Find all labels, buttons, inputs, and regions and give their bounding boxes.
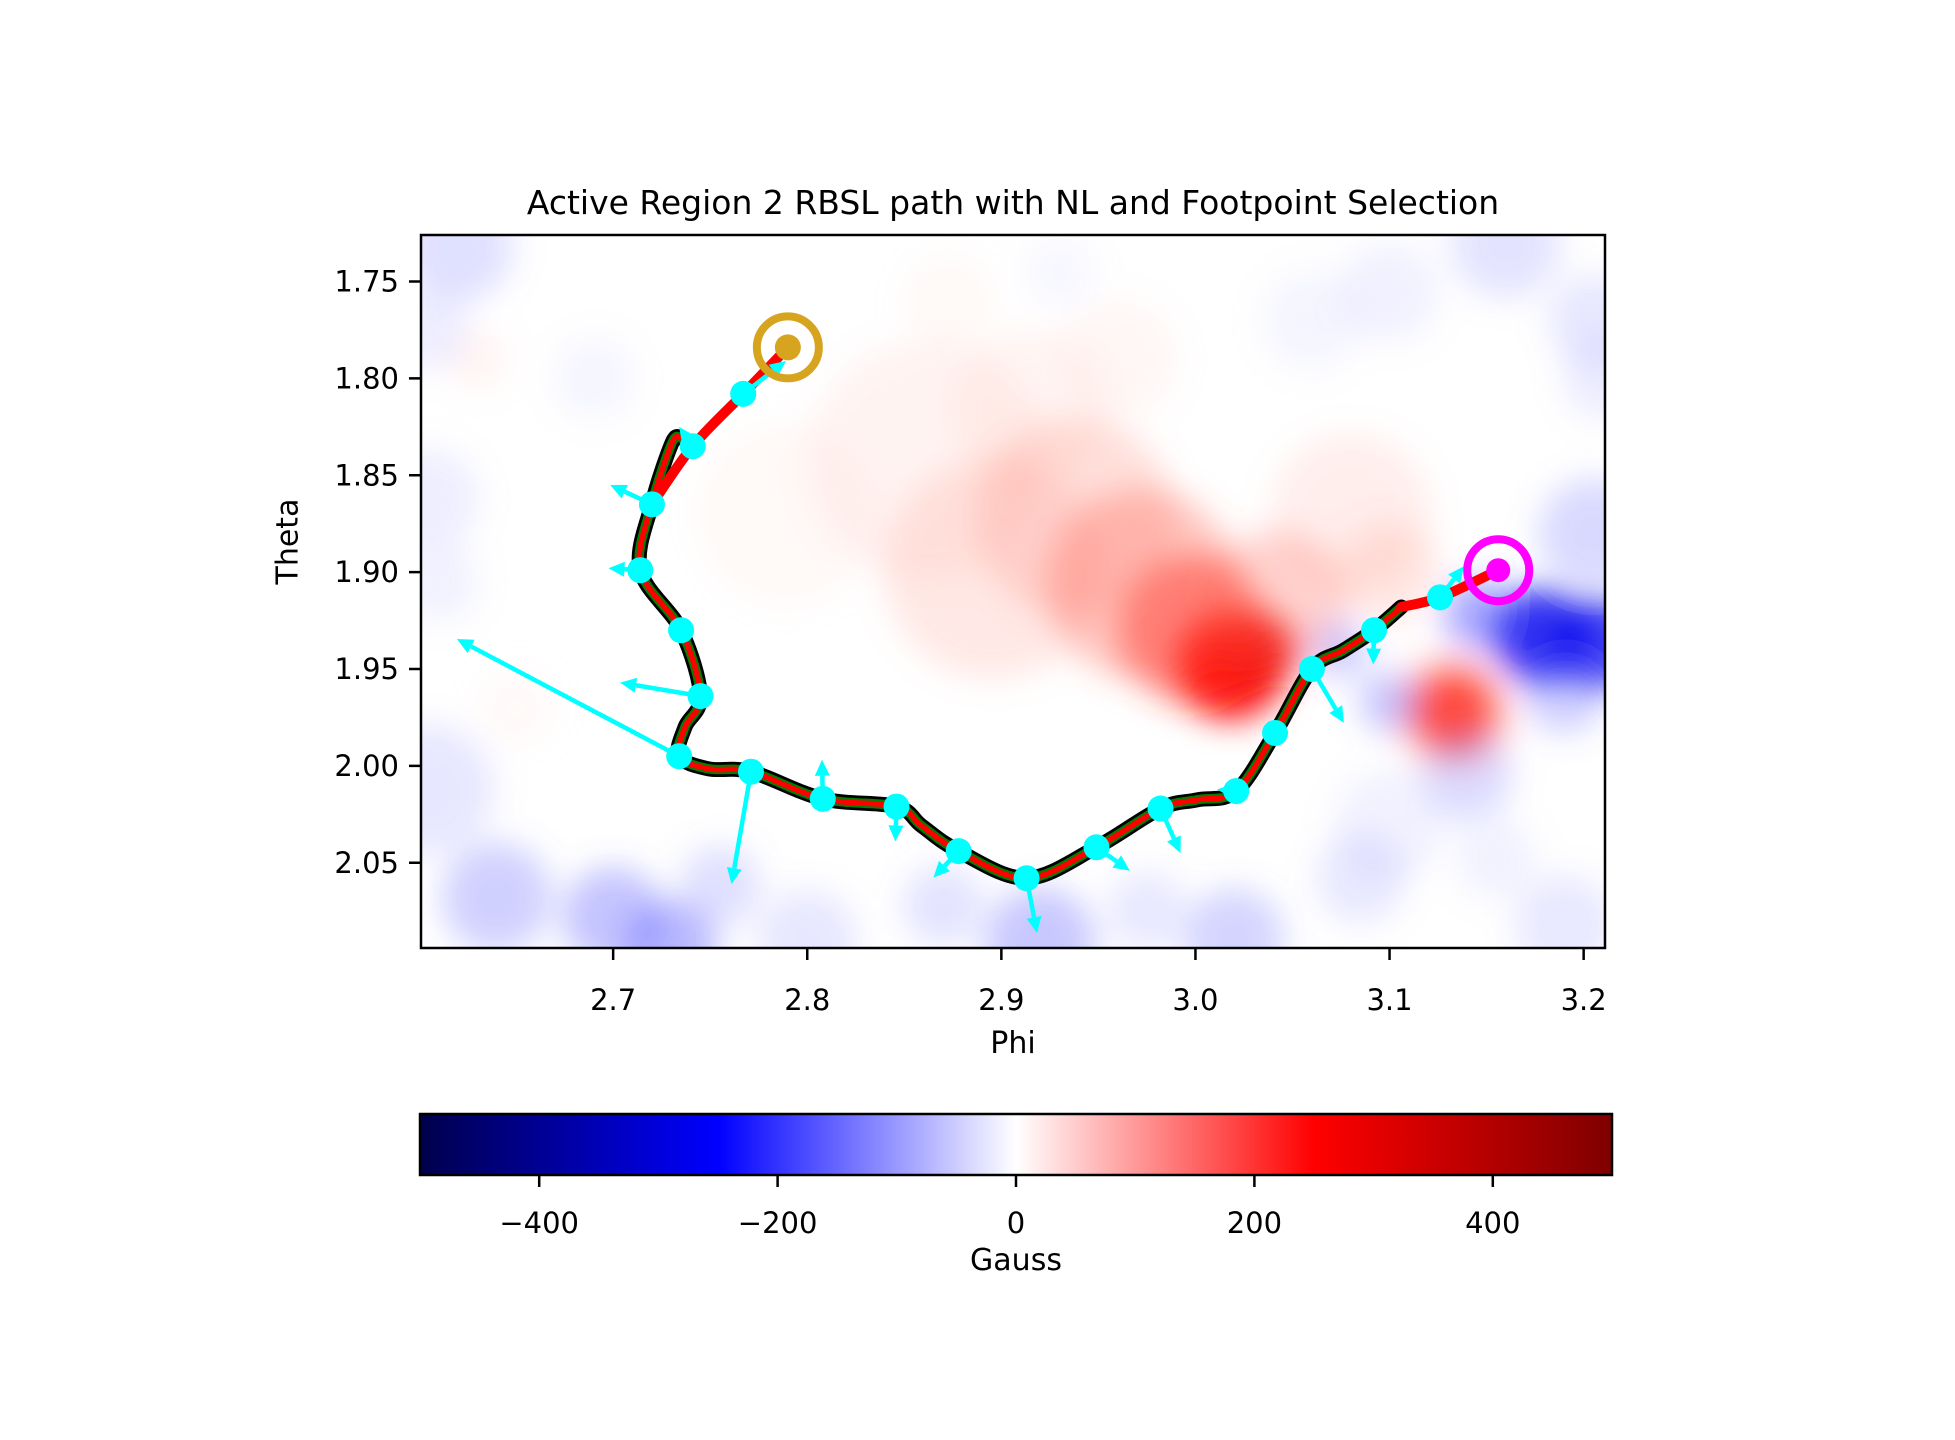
normal-arrow-head: [933, 860, 950, 878]
footpoint-start-ring: [752, 312, 823, 383]
heatmap-blobs: [421, 235, 1605, 948]
normal-arrow-head: [1112, 855, 1130, 871]
heatmap-blob: [1106, 871, 1187, 948]
x-tick-label: 3.0: [1172, 983, 1218, 1017]
heatmap-blob: [1359, 671, 1420, 732]
y-axis-label: Theta: [270, 498, 306, 585]
x-tick-label: 2.8: [784, 983, 830, 1017]
path-node: [1083, 834, 1110, 861]
normal-arrow-head: [726, 867, 742, 885]
heatmap-blob: [1538, 478, 1605, 589]
path-node: [809, 785, 836, 812]
y-tick-label: 1.95: [334, 652, 399, 686]
path-node: [1013, 865, 1040, 892]
footpoint-end-dot: [1486, 558, 1511, 583]
normal-arrow-head: [1448, 566, 1464, 584]
x-axis-label: Phi: [990, 1026, 1036, 1061]
path-node: [1223, 778, 1250, 805]
heatmap-blob: [1451, 235, 1561, 298]
heatmap-blob: [1339, 241, 1440, 342]
colorbar-tick-label: 0: [1007, 1206, 1025, 1240]
heatmap-blob: [757, 890, 858, 948]
normal-arrow-head: [1026, 915, 1042, 934]
heatmap-blob: [421, 289, 469, 370]
heatmap-blob: [1057, 299, 1178, 419]
chart-title: Active Region 2 RBSL path with NL and Fo…: [526, 183, 1500, 222]
colorbar-tick-label: 200: [1227, 1206, 1282, 1240]
path-nodes: [627, 380, 1454, 892]
path-node: [1262, 719, 1289, 746]
colorbar-tick-label: −400: [499, 1206, 579, 1240]
footpoint-end-ring: [1463, 535, 1534, 606]
heatmap-blob: [1456, 818, 1537, 899]
heatmap-blob: [441, 842, 552, 948]
x-tick-label: 2.9: [978, 983, 1024, 1017]
normal-arrow-shaft: [470, 644, 681, 759]
heatmap-blob: [985, 887, 1096, 948]
path-node: [666, 743, 693, 770]
heatmap-blob: [1024, 236, 1095, 307]
heatmap-blob: [697, 424, 878, 604]
x-tick-label: 3.1: [1366, 983, 1412, 1017]
normal-arrow-head: [620, 677, 638, 693]
path-node: [1427, 584, 1454, 611]
path-node: [627, 557, 654, 584]
normal-arrow-head: [888, 825, 904, 842]
normal-arrow-head: [1329, 705, 1344, 723]
heatmap-blob: [421, 724, 494, 855]
normal-arrow-head: [610, 484, 628, 499]
colorbar-label: Gauss: [970, 1243, 1062, 1278]
heatmap-blob: [1563, 338, 1605, 419]
heatmap-blob: [421, 541, 479, 622]
heatmap-blob: [476, 667, 557, 748]
path-node: [737, 758, 764, 785]
normal-arrow-head: [814, 759, 830, 776]
normal-arrow-shaft: [732, 771, 754, 869]
path-node: [638, 491, 665, 518]
heatmap-blob: [1184, 888, 1285, 948]
path-node: [1298, 656, 1325, 682]
heatmap-blob: [903, 255, 994, 346]
path-node: [687, 683, 714, 710]
colorbar-tick-label: 400: [1465, 1206, 1520, 1240]
y-tick-label: 1.80: [334, 361, 399, 395]
x-tick-label: 3.2: [1561, 983, 1607, 1017]
heatmap-blob: [1339, 522, 1440, 623]
y-tick-label: 2.05: [334, 846, 399, 880]
normal-arrows: [456, 360, 1464, 934]
heatmap-blob: [421, 448, 479, 549]
magnetogram-heatmap: [421, 235, 1605, 948]
heatmap-blob: [903, 865, 984, 946]
x-tick-label: 2.7: [590, 983, 636, 1017]
heatmap-blob: [1334, 769, 1445, 879]
y-tick-label: 1.85: [334, 458, 399, 492]
colorbar: [418, 1112, 1614, 1177]
y-tick-label: 2.00: [334, 749, 399, 783]
normal-arrow-head: [608, 561, 625, 577]
colorbar-tick-label: −200: [738, 1206, 818, 1240]
normal-arrow-head: [456, 638, 475, 654]
footpoint-start-dot: [774, 334, 801, 361]
path-node: [1147, 795, 1174, 822]
heatmap-blob: [421, 235, 513, 302]
normal-arrow-head: [1366, 648, 1382, 665]
path-node: [730, 380, 757, 407]
axes-frame: [419, 233, 1607, 950]
path-node: [679, 433, 706, 460]
path-node: [668, 617, 695, 644]
path-node: [1361, 617, 1388, 644]
y-tick-label: 1.75: [334, 265, 399, 299]
heatmap-blob: [1422, 730, 1513, 821]
path-node: [883, 793, 910, 820]
normal-arrow-head: [768, 360, 786, 377]
heatmap-blob: [553, 338, 634, 419]
heatmap-blob: [1261, 270, 1362, 371]
normal-arrow-head: [1167, 835, 1181, 854]
heatmap-blob: [1524, 652, 1605, 733]
y-tick-label: 1.90: [334, 555, 399, 589]
heatmap-blob: [1514, 874, 1605, 948]
path-node: [945, 838, 972, 865]
heatmap-blob: [679, 846, 760, 926]
